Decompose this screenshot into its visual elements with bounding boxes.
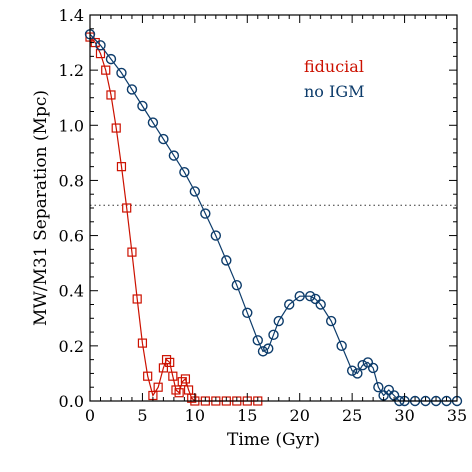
data-point-no-igm <box>268 329 279 341</box>
plot-background <box>90 15 457 401</box>
data-point-fiducial <box>161 355 172 365</box>
data-point-no-igm <box>116 67 127 79</box>
y-tick-label: 1.0 <box>59 116 84 135</box>
data-point-fiducial <box>177 377 187 387</box>
data-point-fiducial <box>127 247 137 257</box>
y-tick-label: 0.6 <box>59 227 84 246</box>
data-point-no-igm <box>105 53 117 65</box>
y-tick-label: 0.4 <box>59 282 84 301</box>
data-point-no-igm <box>126 84 138 95</box>
data-point-no-igm <box>147 117 159 128</box>
data-point-no-igm <box>357 359 368 371</box>
x-tick-label: 5 <box>137 406 147 425</box>
data-point-fiducial <box>187 393 197 403</box>
data-point-fiducial <box>171 385 181 395</box>
legend-entry-fiducial: fiducial <box>304 57 364 76</box>
data-point-no-igm <box>373 382 384 393</box>
x-tick-label: 0 <box>85 406 95 425</box>
y-tick-label: 0.8 <box>59 171 84 190</box>
y-axis-label: MW/M31 Separation (Mpc) <box>31 90 51 326</box>
data-point-fiducial <box>168 371 178 381</box>
data-point-fiducial <box>174 388 184 398</box>
data-point-fiducial <box>111 123 121 133</box>
data-point-fiducial <box>137 338 148 348</box>
data-point-no-igm <box>310 293 321 305</box>
x-tick-label: 20 <box>290 406 310 425</box>
data-point-no-igm <box>346 365 358 376</box>
data-point-no-igm <box>315 299 326 310</box>
data-point-no-igm <box>284 299 295 310</box>
y-tick-label: 0.2 <box>59 337 84 356</box>
data-point-no-igm <box>158 133 169 145</box>
x-tick-label: 25 <box>342 406 362 425</box>
data-point-fiducial <box>132 294 142 304</box>
data-point-no-igm <box>179 166 190 178</box>
data-point-no-igm <box>352 368 363 379</box>
ticks-layer: 0 5 10 15 20 25 30 35 0.0 0.2 0.4 0.6 0.8 1.0 1.2 1.4 <box>59 6 468 425</box>
data-point-no-igm <box>367 362 379 374</box>
data-point-no-igm <box>294 291 305 302</box>
data-point-no-igm <box>200 208 211 219</box>
data-point-no-igm <box>189 186 201 197</box>
x-tick-label: 10 <box>185 406 205 425</box>
data-point-no-igm <box>95 40 106 51</box>
data-point-no-igm <box>168 150 180 161</box>
y-tick-label: 1.4 <box>59 6 84 25</box>
series-line-no-igm <box>89 33 457 402</box>
data-point-no-igm <box>263 343 274 354</box>
data-point-no-igm <box>362 357 374 368</box>
legend: fiducial no IGM <box>304 57 365 101</box>
data-point-no-igm <box>257 346 269 357</box>
data-point-fiducial <box>116 162 127 172</box>
data-point-no-igm <box>305 291 316 302</box>
data-point-fiducial <box>106 90 116 100</box>
data-point-no-igm <box>210 230 222 241</box>
y-tick-label: 0.0 <box>59 392 84 411</box>
data-point-no-igm <box>242 307 253 318</box>
data-point-no-igm <box>325 315 337 327</box>
data-point-no-igm <box>273 315 284 327</box>
data-point-no-igm <box>137 100 148 112</box>
data-point-no-igm <box>336 340 347 352</box>
data-point-fiducial <box>101 65 111 75</box>
data-point-no-igm <box>252 335 263 346</box>
data-point-fiducial <box>165 357 175 367</box>
x-tick-label: 15 <box>237 406 257 425</box>
data-point-no-igm <box>221 255 232 266</box>
legend-entry-no-igm: no IGM <box>304 82 365 101</box>
data-point-fiducial <box>143 371 153 381</box>
data-point-fiducial <box>153 382 163 392</box>
y-tick-label: 1.2 <box>59 61 84 80</box>
data-point-fiducial <box>122 203 132 213</box>
data-point-no-igm <box>383 384 395 396</box>
data-point-no-igm <box>231 280 243 291</box>
x-axis-label: Time (Gyr) <box>227 430 320 450</box>
x-tick-label: 35 <box>447 406 467 425</box>
x-tick-label: 30 <box>394 406 414 425</box>
data-point-fiducial <box>180 374 191 384</box>
